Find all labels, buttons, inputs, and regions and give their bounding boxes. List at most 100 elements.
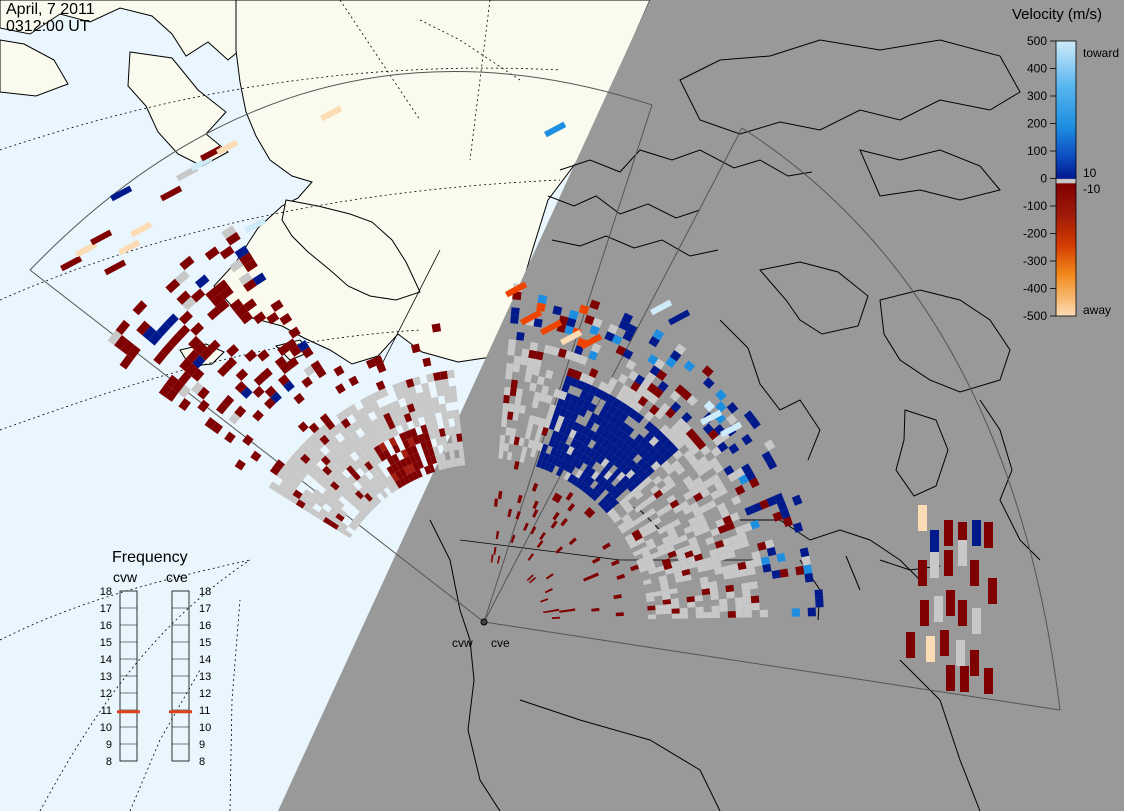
range-cell	[512, 363, 521, 373]
range-cell	[285, 484, 297, 495]
range-cell	[309, 508, 320, 518]
range-cell	[537, 294, 548, 304]
range-cell	[376, 362, 387, 374]
range-cell	[633, 533, 643, 542]
range-cell	[452, 441, 459, 451]
range-cell	[573, 404, 582, 415]
range-cell	[320, 105, 343, 122]
range-cell	[726, 591, 735, 599]
range-cell	[571, 457, 580, 467]
range-cell	[578, 304, 590, 315]
range-cell	[650, 461, 661, 471]
range-cell	[394, 470, 404, 480]
range-cell	[692, 476, 704, 487]
range-cell	[416, 391, 426, 402]
range-cell	[244, 349, 258, 362]
range-cell	[587, 402, 597, 413]
range-cell	[624, 425, 635, 437]
range-cell	[690, 433, 702, 445]
range-cell	[589, 412, 599, 423]
range-cell	[444, 394, 452, 404]
range-cell	[297, 469, 308, 480]
range-cell	[501, 418, 508, 428]
range-cell	[280, 464, 292, 475]
range-cell	[660, 460, 671, 471]
range-cell	[564, 409, 574, 420]
range-cell	[225, 231, 241, 246]
range-cell	[308, 433, 320, 444]
range-cell	[695, 559, 705, 567]
radar-site-cve-label: cve	[491, 636, 510, 650]
range-cell	[665, 356, 677, 368]
range-cell	[526, 574, 534, 582]
range-cell	[289, 345, 302, 357]
night-coastlines	[429, 39, 1041, 811]
range-cell	[555, 546, 563, 554]
range-cell	[369, 438, 379, 449]
range-cell	[719, 421, 743, 438]
range-cell	[404, 456, 413, 466]
range-cell	[188, 335, 202, 350]
range-cell	[359, 464, 370, 474]
range-cell	[664, 567, 674, 575]
range-cell	[581, 483, 590, 493]
range-cell	[518, 437, 525, 447]
range-cell	[181, 296, 197, 311]
range-cell	[621, 513, 631, 523]
frequency-scale-right: 8	[199, 756, 205, 768]
range-cell	[738, 568, 748, 577]
range-cell	[390, 463, 400, 473]
range-cell	[606, 508, 616, 517]
range-cell	[653, 590, 663, 597]
range-cell	[370, 400, 380, 412]
range-cell	[674, 343, 687, 356]
range-cell	[702, 377, 715, 389]
range-cell	[726, 402, 739, 414]
range-cell	[369, 498, 379, 508]
range-cell	[561, 383, 571, 393]
frequency-scale-left: 15	[100, 637, 112, 649]
range-cell	[703, 478, 714, 489]
range-cell	[710, 554, 721, 563]
range-cell	[622, 348, 634, 360]
range-cell	[601, 448, 611, 459]
range-cell	[601, 438, 611, 449]
range-cell	[432, 371, 442, 382]
range-cell	[490, 554, 494, 563]
range-cell	[379, 405, 389, 416]
range-cell	[564, 392, 574, 403]
range-cell	[661, 589, 670, 596]
range-cell	[613, 458, 624, 469]
range-cell	[178, 384, 191, 398]
range-cell	[655, 609, 664, 615]
range-cell	[560, 517, 568, 527]
range-cell	[640, 378, 652, 390]
range-cell	[604, 421, 615, 432]
range-cell	[354, 457, 365, 468]
range-cell	[678, 534, 688, 543]
range-cell	[407, 472, 415, 482]
range-cell	[300, 453, 311, 464]
range-cell	[686, 481, 697, 491]
range-cell	[362, 505, 372, 514]
range-cell	[586, 429, 596, 440]
range-cell	[672, 565, 682, 573]
range-cell	[359, 454, 369, 465]
range-cell	[252, 385, 265, 398]
range-cell	[519, 454, 526, 463]
range-cell	[518, 405, 526, 414]
range-cell	[578, 433, 587, 444]
range-cell	[540, 460, 548, 470]
range-cell	[791, 608, 800, 617]
range-cell	[645, 371, 657, 383]
range-cell	[583, 575, 592, 582]
range-cell	[279, 312, 293, 326]
range-cell	[339, 438, 350, 449]
range-cell	[551, 492, 560, 502]
range-cell	[622, 330, 634, 342]
range-cell	[381, 422, 391, 433]
range-cell	[392, 444, 401, 454]
range-cell	[450, 458, 457, 468]
range-cell	[303, 364, 316, 377]
range-cell	[360, 396, 371, 408]
